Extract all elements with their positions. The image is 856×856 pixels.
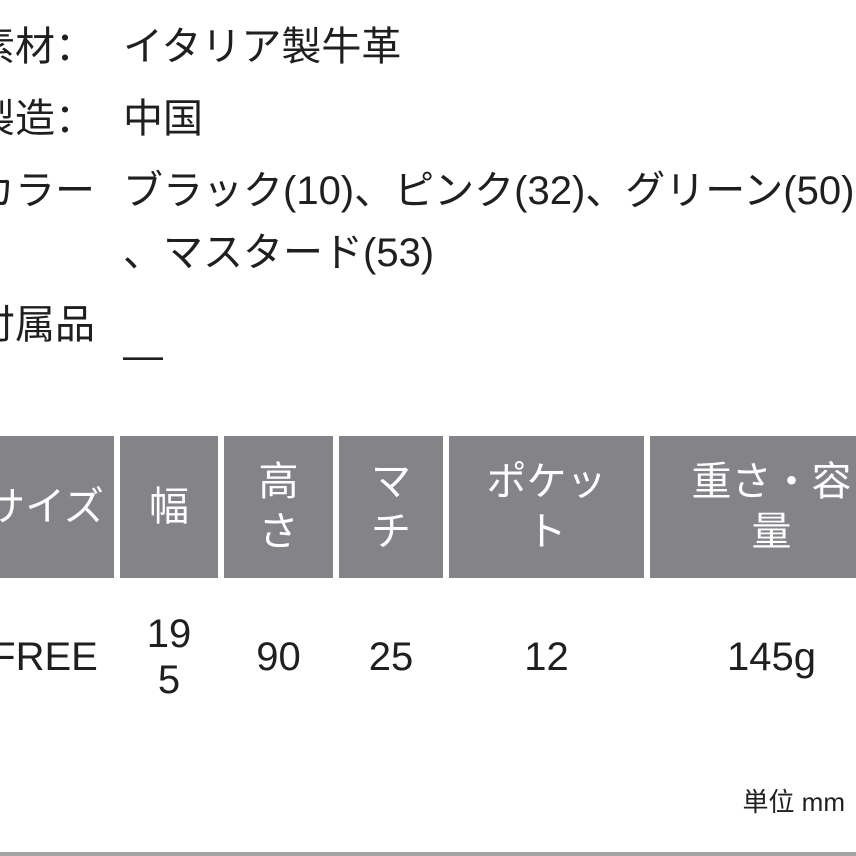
size-table: サイズ 幅 高さ マチ ポケット 重さ・容量 FREE 195 90 25 12…: [0, 436, 856, 736]
spec-row-color: カラー： ブラック(10)、ピンク(32)、グリーン(50)、マスタード(53): [0, 160, 856, 284]
header-cell-height: 高さ: [224, 436, 333, 578]
spec-row-accessories: 付属品： —: [0, 294, 856, 418]
spec-value-color: ブラック(10)、ピンク(32)、グリーン(50)、マスタード(53): [123, 169, 855, 275]
spec-value-material: イタリア製牛革: [123, 25, 402, 69]
cell-pocket-value: 12: [524, 635, 569, 679]
header-cell-gusset: マチ: [339, 436, 443, 578]
spec-label-accessories: 付属品：: [0, 303, 95, 409]
product-spec-section: 素材： イタリア製牛革 製造： 中国 カラー： ブラック(10)、ピンク(32)…: [0, 16, 856, 817]
header-cell-width: 幅: [120, 436, 218, 578]
cell-height-value: 90: [256, 635, 301, 679]
spec-value-manufacture: 中国: [123, 97, 203, 141]
header-cell-size: サイズ: [0, 436, 114, 578]
spec-row-manufacture: 製造： 中国: [0, 88, 856, 150]
cell-size-value: FREE: [0, 635, 98, 679]
size-table-header-row: サイズ 幅 高さ マチ ポケット 重さ・容量: [0, 436, 856, 578]
spec-value-accessories: —: [123, 334, 163, 378]
cell-gusset-value: 25: [368, 635, 414, 679]
bottom-section-divider: [0, 852, 856, 856]
spec-label-manufacture: 製造：: [0, 97, 95, 141]
spec-label-color: カラー：: [0, 169, 95, 275]
cell-width-value: 195: [146, 612, 192, 702]
header-cell-weight-capacity: 重さ・容量: [650, 436, 856, 578]
header-cell-pocket: ポケット: [449, 436, 644, 578]
cell-weight-value: 145g: [727, 635, 816, 679]
size-table-data-row: FREE 195 90 25 12 145g: [0, 578, 856, 736]
unit-note: 単位 mm: [742, 787, 845, 817]
spec-label-material: 素材：: [0, 25, 95, 69]
spec-row-material: 素材： イタリア製牛革: [0, 16, 856, 78]
